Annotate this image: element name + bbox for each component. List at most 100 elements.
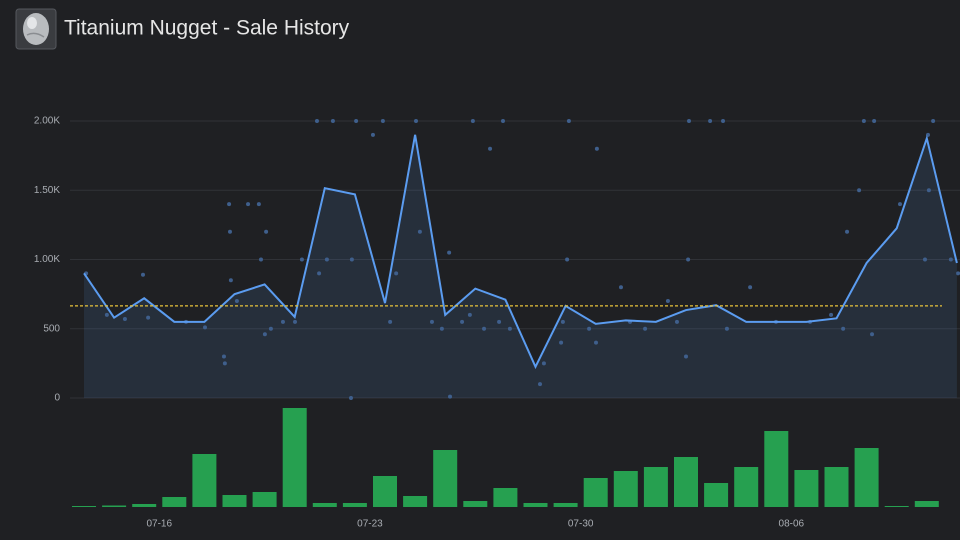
y-tick-label: 500 xyxy=(43,323,60,334)
sale-point xyxy=(507,326,512,331)
sale-point xyxy=(898,202,903,207)
price-area xyxy=(84,134,957,398)
volume-bar xyxy=(192,454,217,507)
sale-point xyxy=(829,312,834,317)
sale-point xyxy=(388,319,393,324)
sale-point xyxy=(258,257,263,262)
sale-point xyxy=(538,382,543,387)
sale-point xyxy=(594,340,599,345)
y-tick-label: 1.50K xyxy=(34,185,60,196)
volume-bar xyxy=(523,503,548,507)
sale-point xyxy=(221,354,226,359)
sale-point xyxy=(246,202,251,207)
sale-point xyxy=(643,326,648,331)
sale-point xyxy=(587,326,592,331)
volume-bar xyxy=(342,503,367,507)
sale-point xyxy=(299,257,304,262)
sale-point xyxy=(268,326,273,331)
icon-crack xyxy=(26,32,45,38)
sale-point xyxy=(417,229,422,234)
volume-bar xyxy=(132,504,157,507)
sale-point xyxy=(439,326,444,331)
sale-point xyxy=(470,119,475,123)
sale-point xyxy=(234,299,239,304)
x-tick-label: 07-23 xyxy=(357,519,383,530)
sale-point xyxy=(857,188,862,193)
sale-point xyxy=(414,119,419,123)
sale-point xyxy=(460,319,465,324)
sale-point xyxy=(956,271,960,276)
volume-bar xyxy=(282,408,307,507)
sale-point xyxy=(488,146,493,151)
y-tick-label: 0 xyxy=(54,393,60,404)
sale-point xyxy=(665,299,670,304)
x-tick-label: 08-06 xyxy=(779,519,805,530)
sale-point xyxy=(845,229,850,234)
volume-bar xyxy=(613,471,638,507)
sale-point xyxy=(146,315,151,320)
volume-bar xyxy=(102,505,127,507)
sale-point xyxy=(354,119,359,123)
volume-bar xyxy=(433,450,458,507)
volume-bar xyxy=(764,431,789,507)
sale-point xyxy=(429,319,434,324)
sale-point xyxy=(228,278,233,283)
sale-point xyxy=(314,119,319,123)
sale-point xyxy=(104,312,109,317)
sale-point xyxy=(870,332,875,337)
chart-title: Titanium Nugget - Sale History xyxy=(64,17,350,40)
sale-point xyxy=(482,326,487,331)
volume-bar xyxy=(734,467,759,507)
sale-point xyxy=(931,119,936,123)
sale-point xyxy=(324,257,329,262)
y-tick-label: 2.00K xyxy=(34,116,60,127)
sale-point xyxy=(293,319,298,324)
volume-bar xyxy=(493,488,518,507)
sale-point xyxy=(348,396,353,400)
volume-bar xyxy=(854,448,879,507)
sale-point xyxy=(394,271,399,276)
sale-point xyxy=(256,202,261,207)
sale-point xyxy=(448,394,453,399)
icon-shine xyxy=(27,17,37,29)
sale-point xyxy=(841,326,846,331)
sale-point xyxy=(687,119,692,123)
x-tick-label: 07-16 xyxy=(146,519,172,530)
x-tick-label: 07-30 xyxy=(568,519,594,530)
sale-point xyxy=(467,312,472,317)
sale-point xyxy=(203,325,208,330)
volume-bar xyxy=(643,467,668,507)
sale-point xyxy=(349,257,354,262)
sale-point xyxy=(684,354,688,359)
icon-egg xyxy=(23,13,49,45)
sale-point xyxy=(280,319,285,324)
volume-bar xyxy=(553,503,578,507)
sale-point xyxy=(566,119,571,123)
sale-point xyxy=(227,202,232,207)
sale-point xyxy=(222,361,227,366)
sale-point xyxy=(560,319,565,324)
sale-point xyxy=(122,317,127,322)
sale-point xyxy=(594,146,599,151)
sale-point xyxy=(926,188,931,193)
sale-point xyxy=(262,332,267,337)
volume-bar xyxy=(884,506,909,507)
sale-point xyxy=(447,250,452,255)
sale-point xyxy=(497,319,502,324)
volume-bar xyxy=(583,478,608,507)
sale-point xyxy=(500,119,505,123)
sale-point xyxy=(370,132,375,137)
sale-point xyxy=(724,326,729,331)
volume-bar xyxy=(403,496,428,507)
sale-point xyxy=(708,119,713,123)
sale-point xyxy=(559,340,564,345)
sale-point xyxy=(565,257,570,262)
volume-bar xyxy=(252,492,277,507)
volume-bar xyxy=(704,483,729,507)
sale-point xyxy=(317,271,322,276)
price-line xyxy=(83,134,958,370)
sale-point xyxy=(948,257,953,262)
sale-point xyxy=(674,319,679,324)
sale-point xyxy=(748,285,753,290)
